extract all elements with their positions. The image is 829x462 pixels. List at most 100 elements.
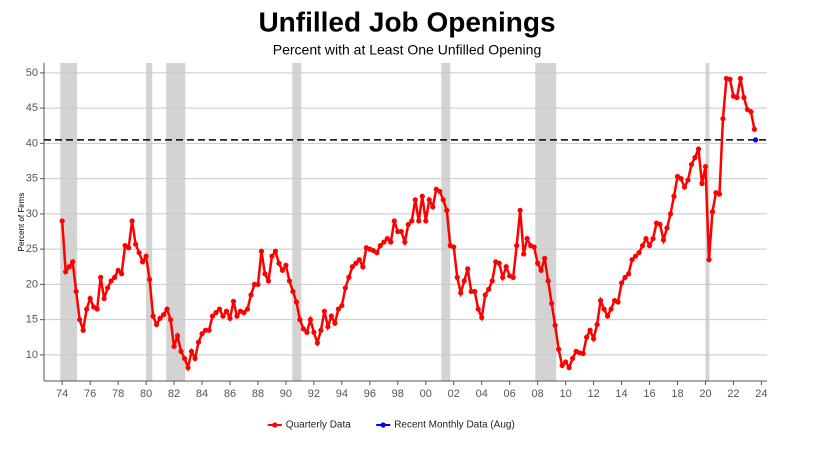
data-point bbox=[276, 260, 282, 266]
data-point bbox=[444, 207, 450, 213]
data-point bbox=[171, 343, 177, 350]
data-point bbox=[332, 320, 338, 326]
data-point bbox=[583, 334, 590, 340]
x-tick-label: 10 bbox=[559, 388, 571, 400]
data-point bbox=[126, 245, 132, 251]
data-point bbox=[699, 180, 705, 187]
data-point bbox=[139, 259, 146, 265]
data-point bbox=[458, 290, 464, 296]
data-point bbox=[328, 313, 334, 319]
data-point bbox=[618, 280, 625, 286]
x-tick-label: 02 bbox=[448, 388, 460, 400]
data-point bbox=[650, 235, 656, 242]
x-tick-label: 88 bbox=[252, 388, 264, 400]
data-point bbox=[108, 278, 114, 284]
data-point bbox=[59, 218, 65, 224]
data-point bbox=[227, 315, 233, 321]
data-point bbox=[594, 321, 600, 328]
data-point bbox=[419, 193, 425, 199]
data-point bbox=[685, 177, 691, 183]
data-point bbox=[643, 235, 649, 242]
data-point bbox=[143, 253, 149, 259]
y-axis-label: Percent of Firms bbox=[17, 193, 26, 252]
legend-label: Recent Monthly Data (Aug) bbox=[394, 420, 515, 431]
x-tick-label: 74 bbox=[56, 388, 68, 400]
data-point bbox=[255, 281, 261, 288]
recession-band bbox=[292, 63, 302, 381]
recession-band bbox=[146, 63, 153, 381]
data-point bbox=[737, 75, 744, 82]
data-point bbox=[556, 346, 562, 352]
data-point bbox=[514, 243, 520, 249]
x-tick-label: 22 bbox=[727, 388, 739, 400]
recession-band bbox=[166, 63, 186, 381]
data-point bbox=[678, 176, 684, 182]
x-tick-label: 92 bbox=[308, 388, 320, 400]
data-point bbox=[374, 250, 380, 256]
recession-band bbox=[441, 63, 451, 381]
y-tick-label: 25 bbox=[26, 243, 38, 255]
x-tick-label: 14 bbox=[615, 388, 627, 400]
data-point bbox=[500, 274, 506, 280]
data-point bbox=[80, 327, 86, 333]
data-point bbox=[636, 250, 642, 256]
x-tick-label: 98 bbox=[392, 388, 404, 400]
x-tick-label: 90 bbox=[280, 388, 292, 400]
data-point bbox=[241, 310, 247, 316]
x-tick-label: 06 bbox=[504, 388, 516, 400]
data-point bbox=[671, 193, 677, 199]
data-point bbox=[181, 355, 188, 362]
data-point bbox=[660, 237, 667, 243]
data-point bbox=[335, 306, 341, 312]
data-point bbox=[112, 274, 118, 280]
data-point bbox=[437, 188, 443, 194]
data-point bbox=[105, 285, 111, 291]
data-point bbox=[73, 288, 79, 295]
data-point bbox=[646, 243, 653, 249]
data-point bbox=[360, 264, 366, 270]
data-point bbox=[538, 267, 544, 273]
data-point bbox=[77, 317, 83, 323]
data-point bbox=[349, 264, 355, 270]
x-tick-label: 86 bbox=[224, 388, 236, 400]
data-point bbox=[440, 197, 446, 203]
data-point bbox=[688, 161, 695, 168]
data-point bbox=[587, 327, 593, 333]
data-point bbox=[195, 339, 202, 345]
x-tick-label: 94 bbox=[336, 388, 348, 400]
data-point bbox=[570, 355, 576, 362]
x-tick-label: 76 bbox=[84, 388, 96, 400]
data-point bbox=[160, 312, 167, 318]
data-point bbox=[318, 327, 324, 333]
x-tick-label: 16 bbox=[643, 388, 655, 400]
data-point bbox=[604, 313, 611, 319]
data-point bbox=[510, 274, 516, 280]
data-point bbox=[727, 76, 733, 82]
data-point bbox=[486, 286, 492, 292]
recession-band bbox=[60, 63, 78, 381]
data-point bbox=[84, 306, 90, 312]
data-point bbox=[734, 94, 740, 101]
data-point bbox=[622, 274, 628, 280]
data-point bbox=[209, 313, 216, 319]
legend-label: Quarterly Data bbox=[286, 420, 351, 431]
data-point bbox=[563, 359, 569, 365]
data-point bbox=[625, 271, 632, 277]
data-point bbox=[695, 146, 702, 152]
data-point bbox=[542, 255, 548, 261]
data-point bbox=[248, 292, 254, 298]
data-point bbox=[293, 299, 300, 305]
data-point bbox=[545, 278, 551, 284]
data-point bbox=[381, 239, 387, 245]
y-tick-label: 10 bbox=[26, 349, 38, 361]
chart-title: Unfilled Job Openings bbox=[258, 6, 555, 37]
data-point bbox=[706, 257, 712, 263]
x-tick-label: 04 bbox=[476, 388, 488, 400]
data-point bbox=[314, 340, 320, 346]
data-point bbox=[629, 257, 635, 263]
data-point bbox=[101, 295, 107, 302]
data-point bbox=[377, 243, 383, 249]
x-tick-label: 82 bbox=[168, 388, 180, 400]
data-point bbox=[94, 306, 100, 312]
data-point bbox=[70, 259, 76, 265]
